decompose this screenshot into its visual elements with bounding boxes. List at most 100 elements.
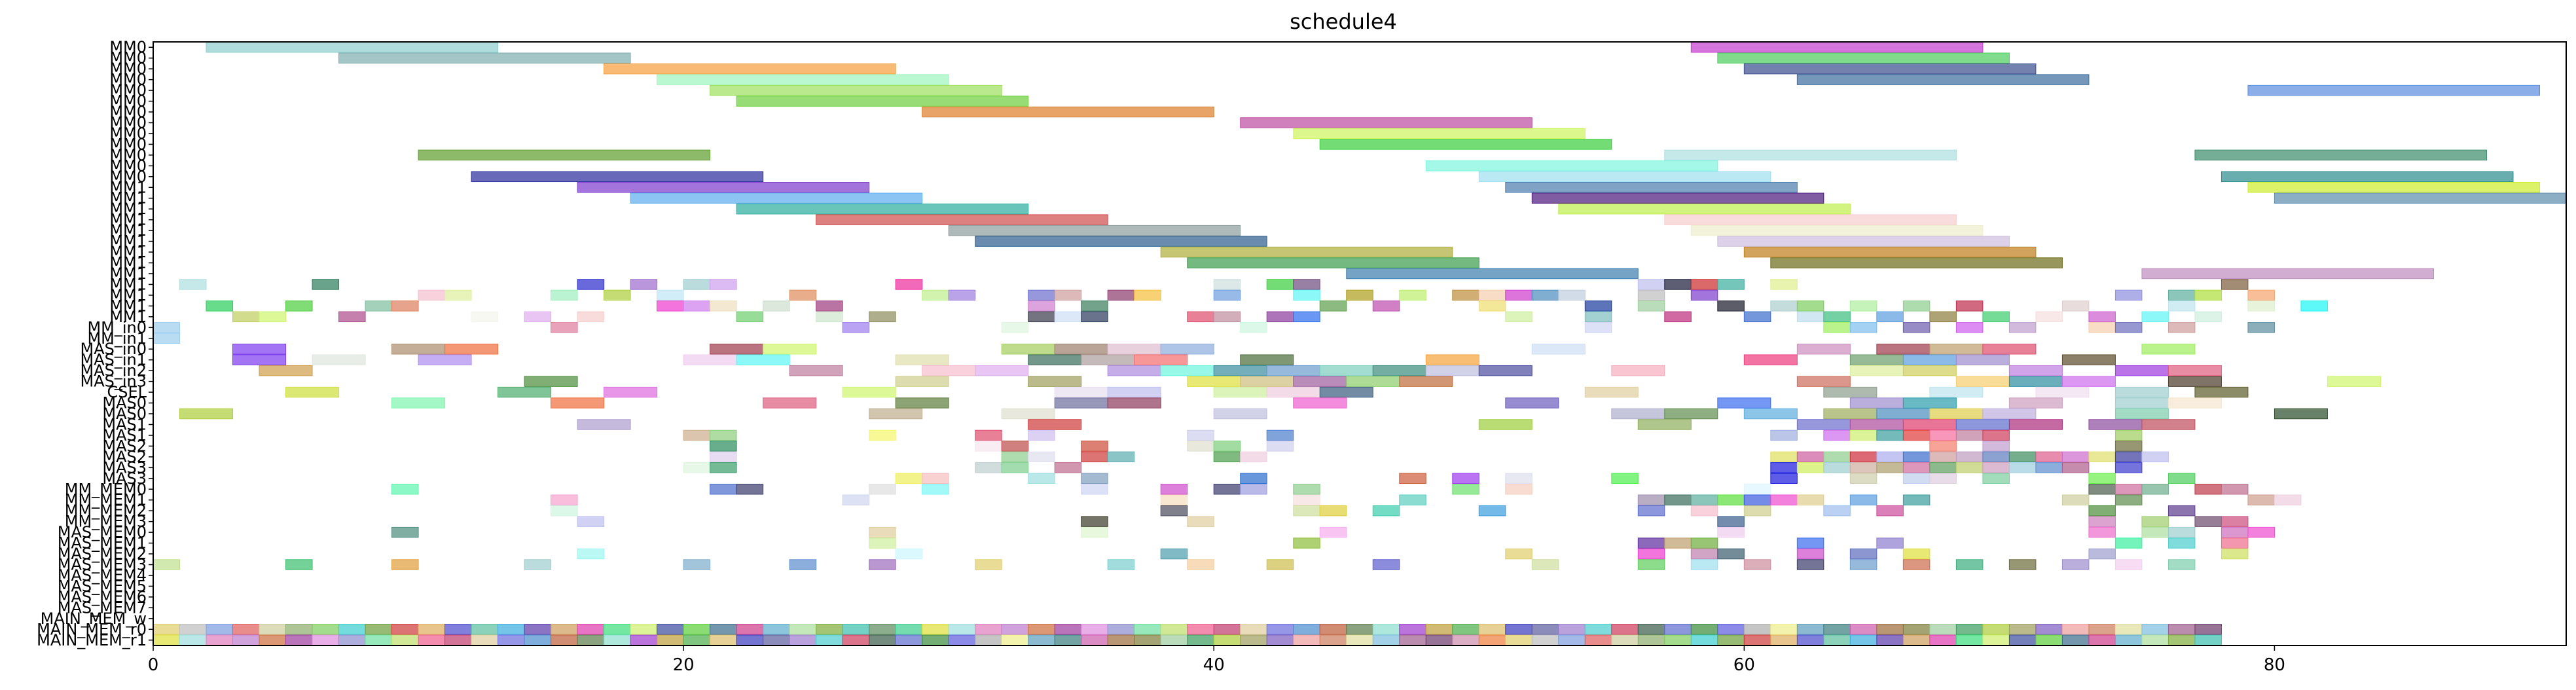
row-labels: MM0MM0MM0MM0MM0MM0MM0MM0MM0MM0MM0MM0MM0M… xyxy=(37,38,153,649)
task-bar xyxy=(418,624,446,635)
x-tick-label: 60 xyxy=(1733,655,1755,675)
task-bar xyxy=(2008,322,2037,333)
task-bar xyxy=(1876,408,1931,420)
row-label: MAS_in3 xyxy=(80,372,147,391)
row-label: MM0 xyxy=(109,103,147,121)
task-bar xyxy=(1001,344,1055,355)
task-bar xyxy=(2008,462,2037,473)
row-label: MM1 xyxy=(109,221,147,240)
task-bar xyxy=(1823,634,1851,645)
task-bar xyxy=(1452,624,1479,635)
task-bar xyxy=(1213,408,1267,420)
row-label: MM_MEM2 xyxy=(65,501,147,520)
task-bar xyxy=(869,429,896,441)
row-label: MM0 xyxy=(109,49,147,67)
task-bar xyxy=(710,462,737,473)
task-bar xyxy=(338,634,366,645)
task-bar xyxy=(1001,322,1029,333)
task-bar xyxy=(1266,311,1294,323)
task-bar xyxy=(1160,484,1188,495)
task-bar xyxy=(1982,311,2010,323)
task-bar xyxy=(285,624,313,635)
task-bar xyxy=(763,397,817,409)
task-bar xyxy=(444,624,472,635)
task-bar xyxy=(1081,300,1108,312)
task-bar xyxy=(2141,526,2169,538)
task-bar xyxy=(1849,419,1904,430)
task-bar xyxy=(1478,634,1506,645)
task-bar xyxy=(736,354,790,365)
task-bar xyxy=(1081,484,1108,495)
task-bar xyxy=(1955,624,1984,635)
task-bar xyxy=(1823,386,1878,398)
task-bar xyxy=(763,344,817,355)
task-bar xyxy=(1187,257,1479,268)
task-bar xyxy=(1664,624,1692,635)
task-bar xyxy=(1743,634,1771,645)
task-bar xyxy=(1717,624,1745,635)
task-bar xyxy=(338,311,366,323)
task-bar xyxy=(1531,289,1559,301)
task-bar xyxy=(1849,559,1878,570)
task-bar xyxy=(2008,559,2037,570)
row-label: MM_in0 xyxy=(87,318,147,336)
row-label: MAS_MEM5 xyxy=(58,577,147,595)
task-bar xyxy=(869,624,896,635)
task-bar xyxy=(1823,462,1851,473)
task-bar xyxy=(1293,537,1320,549)
task-bar xyxy=(1107,451,1135,463)
task-bar xyxy=(869,408,923,420)
task-bar xyxy=(2194,311,2222,323)
task-bar xyxy=(1770,462,1798,473)
row-label: MM1 xyxy=(109,286,147,304)
task-bar xyxy=(1690,537,1718,549)
task-bar xyxy=(1876,451,1904,463)
task-bar xyxy=(444,634,472,645)
task-bar xyxy=(2247,494,2275,505)
task-bar xyxy=(2168,559,2196,570)
task-bar xyxy=(1266,634,1294,645)
task-bar xyxy=(2221,537,2249,549)
task-bar xyxy=(657,624,684,635)
task-bar xyxy=(1743,505,1771,517)
task-bar xyxy=(1982,408,2037,420)
task-bar xyxy=(2327,376,2381,387)
task-bar xyxy=(1955,419,2010,430)
task-bar xyxy=(1584,634,1612,645)
task-bar xyxy=(1028,473,1055,484)
task-bar xyxy=(1240,451,1267,463)
task-bar xyxy=(1478,505,1506,517)
row-label: MAS1 xyxy=(102,426,147,445)
task-bar xyxy=(1531,559,1559,570)
task-bar xyxy=(2114,634,2143,645)
task-bar xyxy=(153,634,181,645)
task-bar xyxy=(206,300,234,312)
task-bar xyxy=(391,484,419,495)
task-bar xyxy=(1770,451,1798,463)
task-bar xyxy=(1717,236,2010,247)
task-bar xyxy=(1213,289,1241,301)
row-label: MM0 xyxy=(109,124,147,143)
task-bar xyxy=(1293,279,1320,290)
task-bar xyxy=(2168,397,2222,409)
task-bar xyxy=(2168,473,2196,484)
task-bar xyxy=(1054,344,1108,355)
task-bar xyxy=(524,311,552,323)
task-bar xyxy=(1558,203,1851,215)
task-bar xyxy=(2247,84,2540,96)
task-bar xyxy=(1743,408,1798,420)
task-bar xyxy=(1160,365,1214,376)
task-bar xyxy=(2061,624,2090,635)
task-bar xyxy=(1160,634,1188,645)
task-bar xyxy=(312,634,340,645)
task-bar xyxy=(842,322,870,333)
task-bar xyxy=(683,279,711,290)
task-bar xyxy=(2300,300,2328,312)
task-bar xyxy=(895,376,949,387)
task-bar xyxy=(2008,397,2063,409)
task-bar xyxy=(1664,634,1692,645)
task-bar xyxy=(2221,279,2249,290)
task-bar xyxy=(1637,289,1665,301)
task-bar xyxy=(1796,300,1824,312)
